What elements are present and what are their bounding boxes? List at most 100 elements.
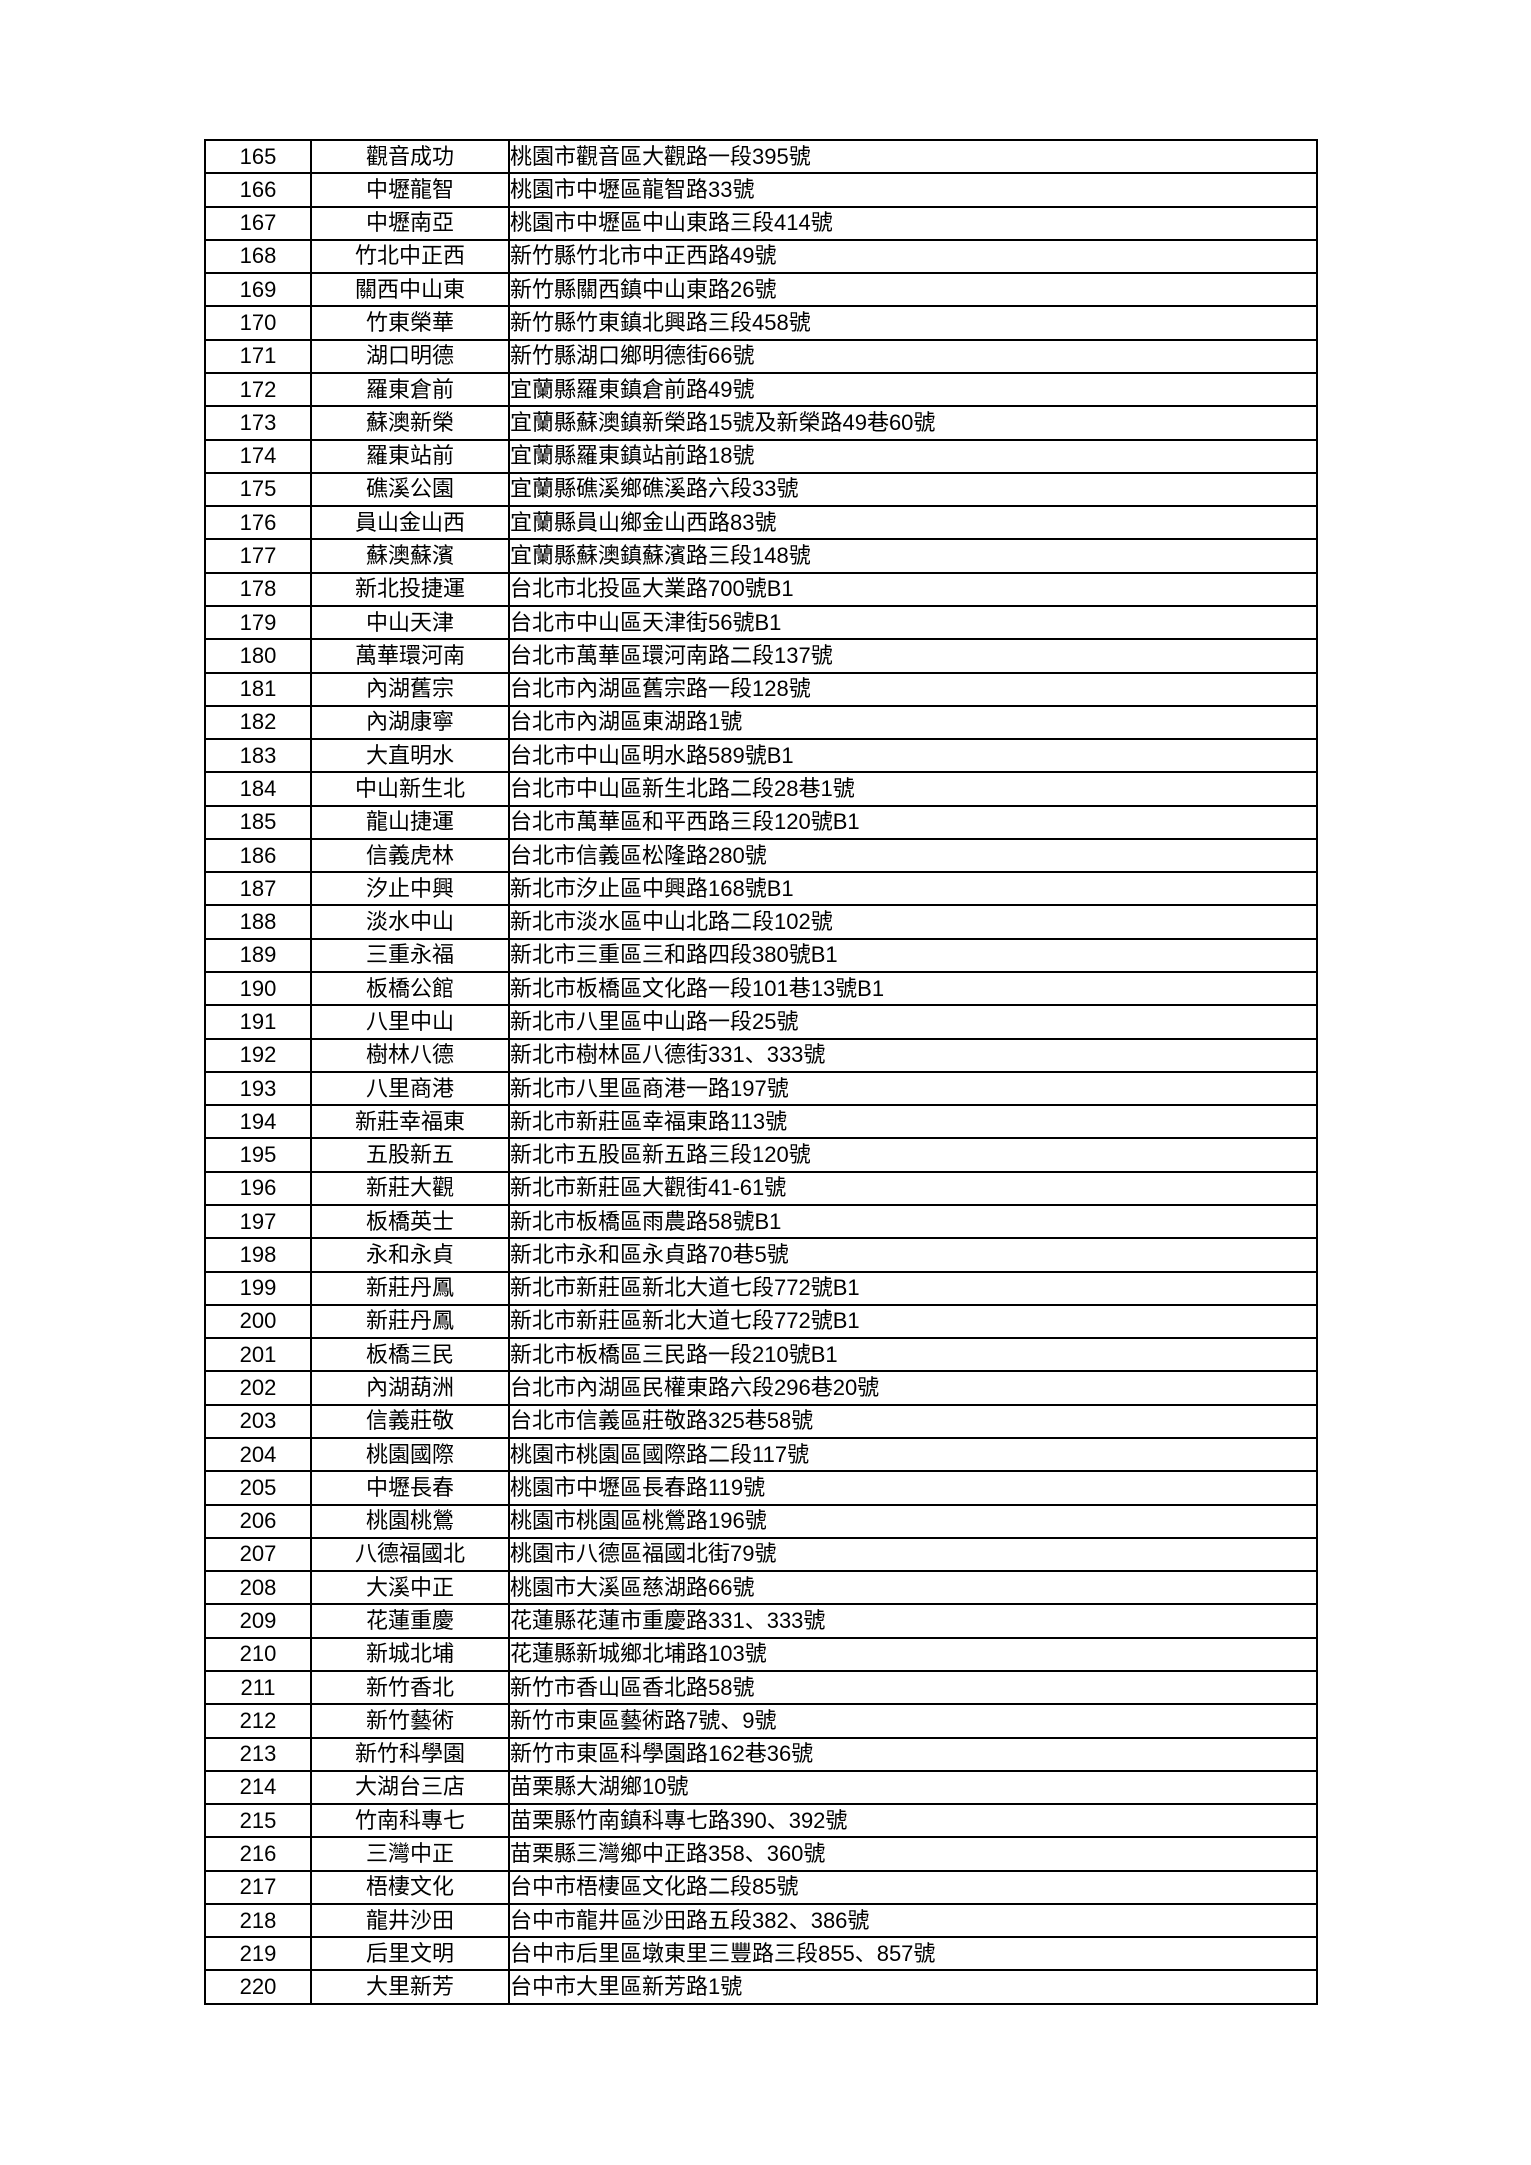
- branch-name-cell: 淡水中山: [310, 904, 510, 940]
- address-cell: 新北市新莊區幸福東路113號: [508, 1104, 1318, 1140]
- address-cell: 台北市信義區莊敬路325巷58號: [508, 1403, 1318, 1439]
- row-number-cell: 197: [204, 1203, 312, 1240]
- row-number-cell: 207: [204, 1536, 312, 1573]
- branch-name-cell: 新莊大觀: [310, 1170, 510, 1207]
- row-number-cell: 214: [204, 1769, 312, 1806]
- row-number-cell: 213: [204, 1736, 312, 1772]
- row-number-cell: 196: [204, 1170, 312, 1207]
- branch-name-cell: 新竹香北: [310, 1669, 510, 1706]
- table-row: 168 竹北中正西 新竹縣竹北市中正西路49號: [204, 238, 1318, 275]
- branch-address-table: 165 觀音成功 桃園市觀音區大觀路一段395號 166 中壢龍智 桃園市中壢區龍智路33…: [204, 138, 1318, 2005]
- address-cell: 台北市中山區天津街56號B1: [508, 604, 1318, 641]
- row-number-cell: 220: [204, 1969, 312, 2005]
- address-cell: 台中市后里區墩東里三豐路三段855、857號: [508, 1936, 1318, 1972]
- row-number-cell: 215: [204, 1803, 312, 1839]
- row-number-cell: 170: [204, 305, 312, 341]
- address-cell: 苗栗縣大湖鄉10號: [508, 1769, 1318, 1806]
- branch-name-cell: 竹南科專七: [310, 1803, 510, 1839]
- address-cell: 桃園市中壢區龍智路33號: [508, 172, 1318, 208]
- row-number-cell: 180: [204, 638, 312, 674]
- table-row: 212 新竹藝術 新竹市東區藝術路7號、9號: [204, 1703, 1318, 1739]
- branch-name-cell: 羅東倉前: [310, 371, 510, 408]
- branch-name-cell: 梧棲文化: [310, 1869, 510, 1905]
- row-number-cell: 176: [204, 505, 312, 541]
- table-row: 207 八德福國北 桃園市八德區福國北街79號: [204, 1536, 1318, 1573]
- branch-name-cell: 內湖葫洲: [310, 1370, 510, 1406]
- address-cell: 新北市新莊區新北大道七段772號B1: [508, 1303, 1318, 1340]
- table-row: 166 中壢龍智 桃園市中壢區龍智路33號: [204, 172, 1318, 208]
- table-row: 215 竹南科專七 苗栗縣竹南鎮科專七路390、392號: [204, 1803, 1318, 1839]
- address-cell: 台北市中山區新生北路二段28巷1號: [508, 771, 1318, 807]
- address-cell: 新竹市東區科學園路162巷36號: [508, 1736, 1318, 1772]
- row-number-cell: 186: [204, 837, 312, 874]
- branch-name-cell: 蘇澳蘇濱: [310, 538, 510, 574]
- row-number-cell: 191: [204, 1004, 312, 1040]
- row-number-cell: 212: [204, 1703, 312, 1739]
- table-row: 203 信義莊敬 台北市信義區莊敬路325巷58號: [204, 1403, 1318, 1439]
- address-cell: 新北市三重區三和路四段380號B1: [508, 937, 1318, 974]
- address-cell: 新北市八里區中山路一段25號: [508, 1004, 1318, 1040]
- row-number-cell: 175: [204, 471, 312, 508]
- table-row: 214 大湖台三店 苗栗縣大湖鄉10號: [204, 1769, 1318, 1806]
- row-number-cell: 168: [204, 238, 312, 275]
- table-row: 213 新竹科學園 新竹市東區科學園路162巷36號: [204, 1736, 1318, 1772]
- branch-name-cell: 中壢長春: [310, 1470, 510, 1506]
- branch-name-cell: 中壢龍智: [310, 172, 510, 208]
- branch-name-cell: 竹東榮華: [310, 305, 510, 341]
- row-number-cell: 217: [204, 1869, 312, 1905]
- branch-name-cell: 新竹科學園: [310, 1736, 510, 1772]
- address-cell: 桃園市桃園區桃鶯路196號: [508, 1503, 1318, 1539]
- address-cell: 桃園市桃園區國際路二段117號: [508, 1436, 1318, 1473]
- address-cell: 宜蘭縣蘇澳鎮蘇濱路三段148號: [508, 538, 1318, 574]
- address-cell: 新北市淡水區中山北路二段102號: [508, 904, 1318, 940]
- row-number-cell: 199: [204, 1270, 312, 1306]
- branch-name-cell: 三灣中正: [310, 1836, 510, 1872]
- branch-name-cell: 八里中山: [310, 1004, 510, 1040]
- address-cell: 宜蘭縣羅東鎮倉前路49號: [508, 371, 1318, 408]
- address-cell: 新竹縣竹北市中正西路49號: [508, 238, 1318, 275]
- address-cell: 新北市板橋區三民路一段210號B1: [508, 1337, 1318, 1373]
- address-cell: 新竹縣竹東鎮北興路三段458號: [508, 305, 1318, 341]
- address-cell: 苗栗縣三灣鄉中正路358、360號: [508, 1836, 1318, 1872]
- address-cell: 桃園市中壢區長春路119號: [508, 1470, 1318, 1506]
- branch-name-cell: 員山金山西: [310, 505, 510, 541]
- address-cell: 台北市信義區松隆路280號: [508, 837, 1318, 874]
- table-row: 177 蘇澳蘇濱 宜蘭縣蘇澳鎮蘇濱路三段148號: [204, 538, 1318, 574]
- table-row: 184 中山新生北 台北市中山區新生北路二段28巷1號: [204, 771, 1318, 807]
- address-cell: 台北市北投區大業路700號B1: [508, 571, 1318, 607]
- branch-name-cell: 花蓮重慶: [310, 1603, 510, 1639]
- table-row: 192 樹林八德 新北市樹林區八德街331、333號: [204, 1037, 1318, 1073]
- table-row: 173 蘇澳新榮 宜蘭縣蘇澳鎮新榮路15號及新榮路49巷60號: [204, 405, 1318, 441]
- branch-name-cell: 新竹藝術: [310, 1703, 510, 1739]
- table-row: 198 永和永貞 新北市永和區永貞路70巷5號: [204, 1237, 1318, 1273]
- branch-name-cell: 湖口明德: [310, 338, 510, 374]
- row-number-cell: 198: [204, 1237, 312, 1273]
- address-cell: 新北市樹林區八德街331、333號: [508, 1037, 1318, 1073]
- table-row: 169 關西中山東 新竹縣關西鎮中山東路26號: [204, 272, 1318, 308]
- address-cell: 新竹縣湖口鄉明德街66號: [508, 338, 1318, 374]
- row-number-cell: 182: [204, 704, 312, 741]
- row-number-cell: 190: [204, 971, 312, 1007]
- branch-name-cell: 大溪中正: [310, 1570, 510, 1606]
- address-cell: 新北市五股區新五路三段120號: [508, 1137, 1318, 1173]
- table-row: 196 新莊大觀 新北市新莊區大觀街41-61號: [204, 1170, 1318, 1207]
- address-cell: 台北市萬華區環河南路二段137號: [508, 638, 1318, 674]
- row-number-cell: 172: [204, 371, 312, 408]
- branch-name-cell: 關西中山東: [310, 272, 510, 308]
- row-number-cell: 167: [204, 205, 312, 241]
- address-cell: 宜蘭縣羅東鎮站前路18號: [508, 438, 1318, 474]
- branch-name-cell: 樹林八德: [310, 1037, 510, 1073]
- table-row: 211 新竹香北 新竹市香山區香北路58號: [204, 1669, 1318, 1706]
- row-number-cell: 195: [204, 1137, 312, 1173]
- row-number-cell: 177: [204, 538, 312, 574]
- address-cell: 花蓮縣新城鄉北埔路103號: [508, 1636, 1318, 1672]
- address-cell: 新北市永和區永貞路70巷5號: [508, 1237, 1318, 1273]
- address-cell: 台中市梧棲區文化路二段85號: [508, 1869, 1318, 1905]
- address-cell: 宜蘭縣蘇澳鎮新榮路15號及新榮路49巷60號: [508, 405, 1318, 441]
- address-cell: 新北市新莊區大觀街41-61號: [508, 1170, 1318, 1207]
- address-cell: 桃園市觀音區大觀路一段395號: [508, 138, 1318, 175]
- table-row: 199 新莊丹鳳 新北市新莊區新北大道七段772號B1: [204, 1270, 1318, 1306]
- row-number-cell: 183: [204, 738, 312, 774]
- branch-name-cell: 中山新生北: [310, 771, 510, 807]
